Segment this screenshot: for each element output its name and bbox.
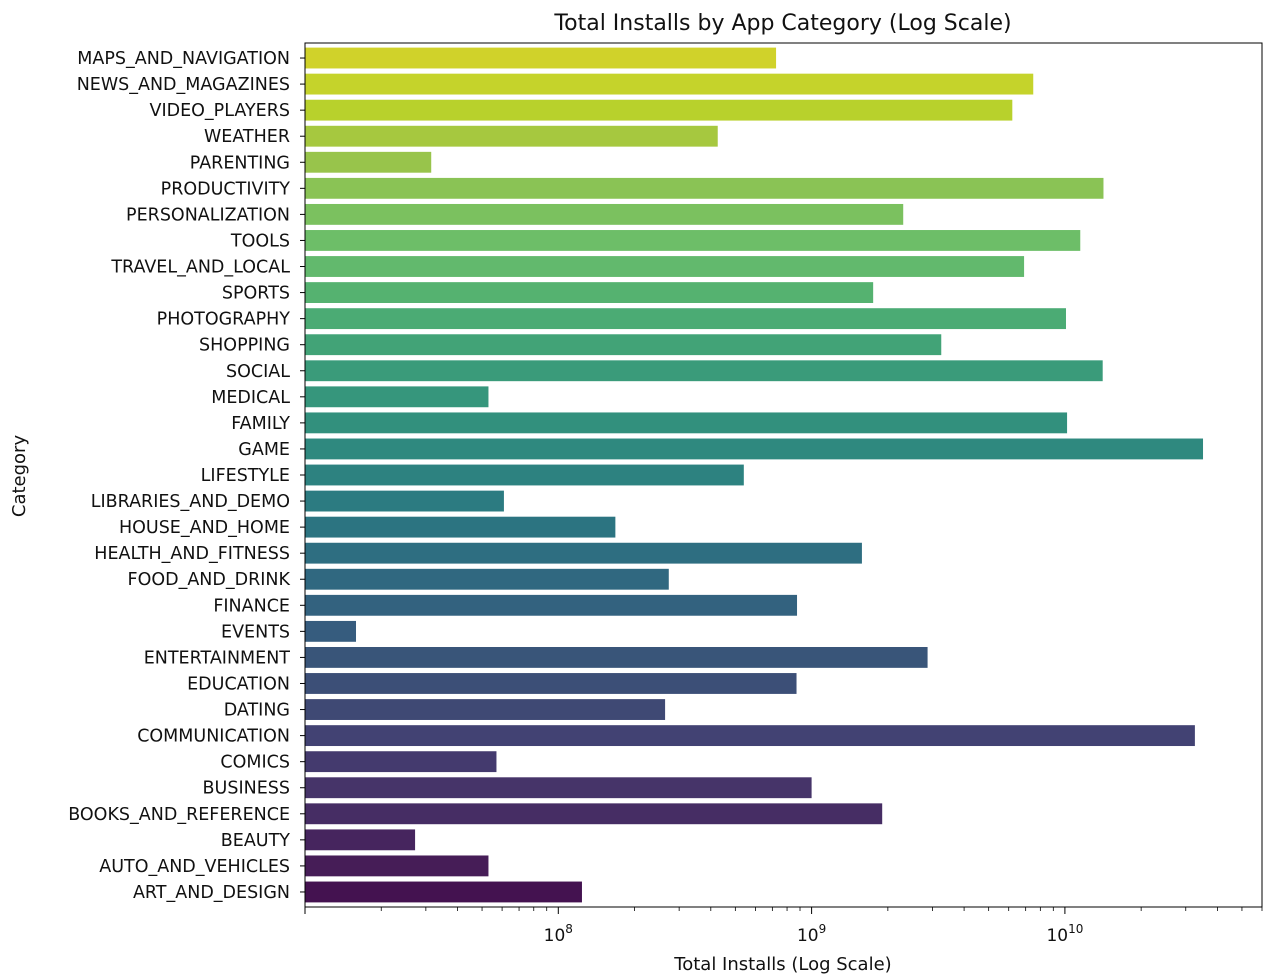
y-tick-label: EDUCATION	[187, 674, 290, 694]
y-tick-label: AUTO_AND_VEHICLES	[99, 857, 290, 877]
chart-title: Total Installs by App Category (Log Scal…	[553, 11, 1011, 36]
y-tick-label: LIFESTYLE	[201, 466, 290, 486]
bar-news-and-magazines	[305, 73, 1034, 95]
y-tick-label: ART_AND_DESIGN	[133, 883, 290, 903]
bar-education	[305, 673, 797, 694]
y-tick-label: DATING	[224, 701, 290, 721]
x-tick-label: 1010	[1046, 922, 1083, 946]
y-tick-label: TOOLS	[230, 231, 290, 251]
y-axis-ticks: MAPS_AND_NAVIGATION NEWS_AND_MAGAZINES VID…	[68, 49, 305, 903]
y-tick-label: MEDICAL	[211, 388, 290, 408]
x-tick-label: 108	[544, 922, 573, 946]
y-tick-label: HEALTH_AND_FITNESS	[94, 544, 290, 564]
y-tick-label: FINANCE	[213, 596, 290, 616]
y-axis-label: Category	[9, 435, 30, 518]
bar-personalization	[305, 203, 904, 225]
bar-sports	[305, 282, 874, 303]
y-tick-label: NEWS_AND_MAGAZINES	[77, 75, 290, 95]
bar-health-and-fitness	[305, 542, 862, 564]
bar-medical	[305, 386, 489, 408]
y-tick-label: COMMUNICATION	[137, 727, 290, 747]
bar-shopping	[305, 334, 942, 356]
y-tick-label: SHOPPING	[199, 336, 290, 356]
x-axis-label: Total Installs (Log Scale)	[673, 954, 891, 974]
bar-parenting	[305, 151, 432, 173]
bar-travel-and-local	[305, 256, 1025, 277]
bar-productivity	[305, 177, 1104, 199]
y-tick-label: BEAUTY	[221, 831, 291, 851]
bar-food-and-drink	[305, 568, 669, 590]
bar-beauty	[305, 829, 416, 851]
plot-area-frame	[304, 42, 1263, 908]
bar-auto-and-vehicles	[305, 855, 489, 877]
y-tick-label: TRAVEL_AND_LOCAL	[110, 258, 290, 278]
y-tick-label: ENTERTAINMENT	[144, 648, 291, 668]
bar-dating	[305, 699, 666, 720]
bar-house-and-home	[305, 516, 616, 538]
y-tick-label: LIBRARIES_AND_DEMO	[91, 492, 290, 512]
bar-books-and-reference	[305, 803, 883, 825]
y-tick-label: PARENTING	[190, 153, 290, 173]
y-tick-label: PERSONALIZATION	[126, 205, 290, 225]
bars-group	[305, 47, 1204, 903]
y-tick-label: EVENTS	[221, 622, 290, 642]
bar-entertainment	[305, 647, 928, 668]
y-tick-label: WEATHER	[204, 127, 290, 147]
y-tick-label: VIDEO_PLAYERS	[149, 101, 290, 121]
y-tick-label: SOCIAL	[226, 362, 290, 382]
x-tick-label: 109	[797, 922, 826, 946]
bar-finance	[305, 594, 798, 616]
bar-tools	[305, 230, 1081, 251]
bar-comics	[305, 751, 497, 773]
bar-game	[305, 438, 1204, 460]
bar-events	[305, 620, 357, 642]
bar-video-players	[305, 99, 1013, 121]
bar-weather	[305, 125, 718, 147]
y-tick-label: PRODUCTIVITY	[161, 179, 291, 199]
y-tick-label: BOOKS_AND_REFERENCE	[68, 805, 290, 825]
bar-art-and-design	[305, 881, 582, 903]
bar-family	[305, 412, 1068, 434]
y-tick-label: FAMILY	[231, 414, 290, 434]
bar-business	[305, 777, 812, 799]
x-axis-ticks: 108 109 1010	[304, 907, 1263, 946]
y-tick-label: MAPS_AND_NAVIGATION	[77, 49, 290, 69]
y-tick-label: SPORTS	[222, 284, 290, 304]
y-tick-label: HOUSE_AND_HOME	[119, 518, 290, 538]
y-tick-label: BUSINESS	[203, 779, 290, 799]
bar-social	[305, 360, 1103, 382]
y-tick-label: PHOTOGRAPHY	[157, 310, 291, 330]
y-tick-label: COMICS	[220, 753, 290, 773]
bar-maps-and-navigation	[305, 47, 777, 69]
bar-libraries-and-demo	[305, 490, 504, 512]
bar-communication	[305, 725, 1195, 747]
y-tick-label: FOOD_AND_DRINK	[128, 570, 291, 590]
bar-photography	[305, 308, 1066, 330]
y-tick-label: GAME	[238, 440, 290, 460]
bar-lifestyle	[305, 464, 744, 486]
